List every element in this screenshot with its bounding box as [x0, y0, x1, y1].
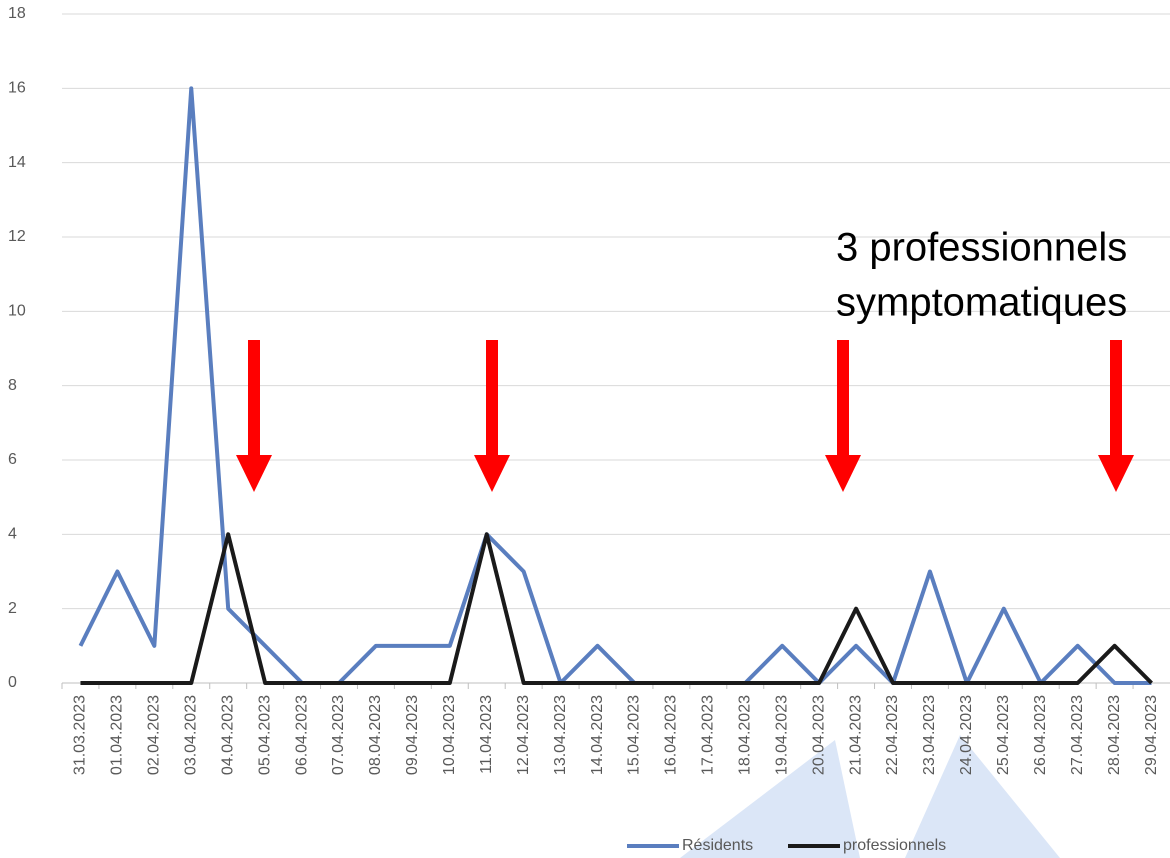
y-tick-label: 12 [8, 228, 26, 245]
x-tick-label: 07.04.2023 [330, 695, 347, 775]
y-tick-label: 8 [8, 377, 17, 394]
x-tick-label: 10.04.2023 [441, 695, 458, 775]
series-line [78, 86, 1152, 685]
legend-label: Résidents [682, 837, 753, 854]
y-tick-label: 2 [8, 600, 17, 617]
x-tick-label: 12.04.2023 [515, 695, 532, 775]
x-tick-label: 02.04.2023 [146, 695, 163, 775]
x-tick-label: 13.04.2023 [552, 695, 569, 775]
x-tick-label: 05.04.2023 [256, 695, 273, 775]
x-tick-label: 15.04.2023 [626, 695, 643, 775]
x-tick-label: 16.04.2023 [663, 695, 680, 775]
x-tick-label: 04.04.2023 [219, 695, 236, 775]
x-tick-label: 19.04.2023 [773, 695, 790, 775]
y-tick-label: 18 [8, 5, 26, 22]
x-tick-label: 09.04.2023 [404, 695, 421, 775]
x-tick-label: 29.04.2023 [1143, 695, 1160, 775]
y-tick-label: 16 [8, 80, 26, 97]
series-line [80, 532, 1153, 685]
y-tick-label: 14 [8, 154, 26, 171]
x-tick-label: 20.04.2023 [810, 695, 827, 775]
x-tick-label: 08.04.2023 [367, 695, 384, 775]
x-tick-label: 23.04.2023 [921, 695, 938, 775]
x-tick-label: 28.04.2023 [1106, 695, 1123, 775]
arrows [236, 340, 1134, 492]
annotation: 3 professionnels [836, 226, 1127, 270]
x-tick-label: 26.04.2023 [1032, 695, 1049, 775]
x-tick-label: 06.04.2023 [293, 695, 310, 775]
x-tick-label: 21.04.2023 [847, 695, 864, 775]
x-tick-label: 27.04.2023 [1069, 695, 1086, 775]
x-tick-label: 14.04.2023 [589, 695, 606, 775]
y-tick-label: 0 [8, 674, 17, 691]
x-tick-label: 03.04.2023 [182, 695, 199, 775]
y-tick-label: 4 [8, 526, 17, 543]
x-tick-label: 17.04.2023 [700, 695, 717, 775]
x-tick-label: 31.03.2023 [72, 695, 89, 775]
x-tick-label: 11.04.2023 [478, 695, 495, 774]
y-tick-label: 6 [8, 451, 17, 468]
y-tick-label: 10 [8, 303, 26, 320]
watermark [680, 740, 860, 858]
x-tick-label: 25.04.2023 [995, 695, 1012, 775]
legend-label: professionnels [843, 837, 946, 854]
x-tick-label: 18.04.2023 [736, 695, 753, 775]
annotation: symptomatiques [836, 281, 1127, 325]
watermark [905, 735, 1060, 858]
x-tick-label: 01.04.2023 [109, 695, 126, 775]
x-tick-label: 24.04.2023 [958, 695, 975, 775]
x-tick-label: 22.04.2023 [884, 695, 901, 775]
